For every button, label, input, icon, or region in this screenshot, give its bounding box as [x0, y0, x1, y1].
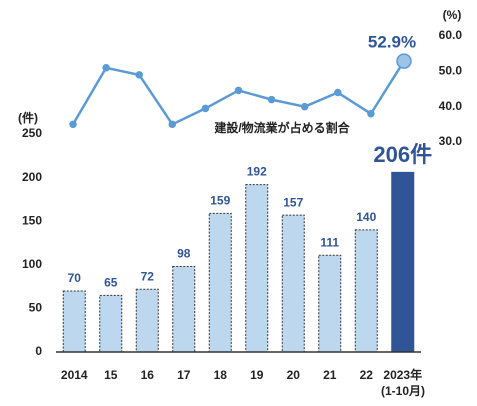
line-point [300, 102, 309, 111]
bar-value-label: 111 [320, 235, 339, 249]
line-point [69, 120, 77, 129]
bar [208, 212, 232, 353]
x-tick-label: 2014 [61, 368, 88, 382]
bar [99, 294, 123, 353]
line-point [334, 88, 342, 97]
bar-value-label: 206件 [373, 142, 432, 167]
y-tick-label: 100 [22, 257, 42, 271]
y2-tick-label: 30.0 [439, 134, 463, 148]
line-point [396, 53, 412, 69]
y-tick-label: 200 [22, 170, 42, 184]
y-tick-label: 0 [35, 344, 42, 358]
x-tick-label: 21 [323, 368, 337, 382]
line-value-label: 52.9% [368, 33, 416, 52]
bar-value-label: 192 [247, 165, 267, 179]
bar-value-label: 70 [68, 271, 82, 285]
bar [391, 171, 415, 353]
x-tick-label: 16 [141, 368, 155, 382]
y-tick-label: 250 [22, 126, 42, 140]
bar-value-label: 65 [104, 275, 118, 289]
series-label: 建設/物流業が占める割合 [213, 120, 350, 135]
bar [62, 290, 86, 353]
bar-value-label: 72 [141, 269, 155, 283]
x-tick-label: 18 [214, 368, 228, 382]
bar [172, 266, 196, 353]
y2-tick-label: 60.0 [439, 28, 463, 42]
bar-value-label: 140 [356, 210, 376, 224]
y-tick-label: 150 [22, 213, 42, 227]
line-point [234, 86, 243, 95]
x-tick-label: 2023年 [383, 367, 422, 382]
x-tick-label: 15 [104, 368, 118, 382]
bar [135, 288, 159, 353]
x-tick-label: 22 [360, 368, 374, 382]
bar [354, 229, 378, 353]
line-point [168, 120, 177, 129]
x-tick-label: 17 [177, 368, 191, 382]
y2-tick-label: 40.0 [439, 99, 463, 113]
x-tick-label: 19 [250, 368, 264, 382]
bar [318, 254, 342, 353]
line-point [367, 109, 375, 118]
category-note: (1-10月) [381, 384, 425, 398]
y2-axis-label: (%) [443, 8, 462, 22]
bar-value-label: 159 [210, 194, 230, 208]
bar-value-label: 157 [283, 195, 303, 209]
y-axis-label: (件) [18, 110, 38, 125]
y2-tick-label: 50.0 [439, 64, 463, 78]
y-tick-label: 50 [29, 301, 43, 315]
line-point [102, 64, 110, 72]
x-tick-label: 20 [287, 368, 301, 382]
bar [245, 184, 269, 353]
line-point [267, 95, 276, 104]
line-point [135, 71, 143, 79]
bar [281, 214, 305, 353]
line-point [201, 104, 210, 113]
bar-value-label: 98 [177, 247, 191, 261]
